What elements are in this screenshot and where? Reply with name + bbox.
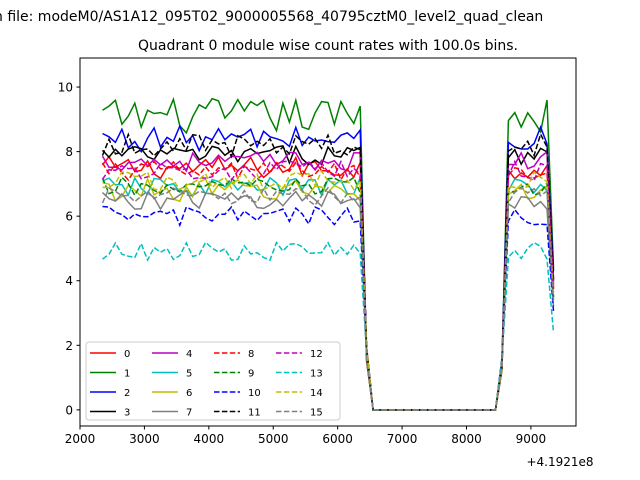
y-tick-label: 6: [65, 210, 73, 224]
legend-item-13: 13: [276, 369, 323, 380]
legend-label: 9: [248, 369, 254, 380]
x-tick-label: 5000: [258, 432, 289, 446]
legend-label: 6: [186, 388, 192, 399]
plot-area: [101, 96, 555, 411]
legend-label: 15: [310, 408, 323, 419]
legend-box: [85, 341, 341, 421]
series-15-line: [101, 186, 555, 411]
legend-item-12: 12: [276, 349, 323, 360]
legend-item-7: 7: [152, 408, 192, 419]
y-tick-label: 2: [65, 339, 73, 353]
y-axis: 0 2 4 6 8 10: [58, 81, 80, 417]
chart-title: Quadrant 0 module wise count rates with …: [138, 38, 518, 54]
legend-label: 14: [310, 388, 323, 399]
legend-item-0: 0: [90, 349, 130, 360]
y-tick-label: 4: [65, 274, 73, 288]
legend-label: 13: [310, 369, 323, 380]
y-tick-label: 0: [65, 403, 73, 417]
legend-item-11: 11: [214, 408, 261, 419]
legend-label: 12: [310, 349, 323, 360]
legend-label: 0: [124, 349, 130, 360]
legend-item-14: 14: [276, 388, 323, 399]
legend-item-5: 5: [152, 369, 192, 380]
x-tick-label: 9000: [516, 432, 547, 446]
legend-label: 11: [248, 408, 261, 419]
legend-label: 8: [248, 349, 254, 360]
legend-item-10: 10: [214, 388, 261, 399]
legend-item-1: 1: [90, 369, 130, 380]
figure-suptitle: n file: modeM0/AS1A12_095T02_9000005568_…: [0, 9, 543, 25]
x-tick-label: 4000: [194, 432, 225, 446]
y-tick-label: 10: [58, 81, 73, 95]
legend-label: 3: [124, 408, 130, 419]
legend-item-9: 9: [214, 369, 254, 380]
axes-frame: [79, 57, 577, 427]
x-tick-label: 6000: [322, 432, 353, 446]
legend-label: 1: [124, 369, 130, 380]
legend-label: 5: [186, 369, 192, 380]
x-tick-label: 2000: [65, 432, 96, 446]
legend-item-4: 4: [152, 349, 192, 360]
x-offset-label: +4.1921e8: [526, 455, 593, 469]
x-tick-label: 7000: [387, 432, 418, 446]
legend-label: 4: [186, 349, 192, 360]
x-tick-label: 3000: [129, 432, 160, 446]
legend-label: 10: [248, 388, 261, 399]
legend-label: 7: [186, 408, 192, 419]
legend-item-6: 6: [152, 388, 192, 399]
x-tick-label: 8000: [451, 432, 482, 446]
x-axis: 2000 3000 4000 5000 6000 7000 8000 9000: [65, 426, 546, 446]
y-tick-label: 8: [65, 145, 73, 159]
legend-item-2: 2: [90, 388, 130, 399]
legend-item-3: 3: [90, 408, 130, 419]
legend-label: 2: [124, 388, 130, 399]
legend-item-15: 15: [276, 408, 323, 419]
legend-item-8: 8: [214, 349, 254, 360]
